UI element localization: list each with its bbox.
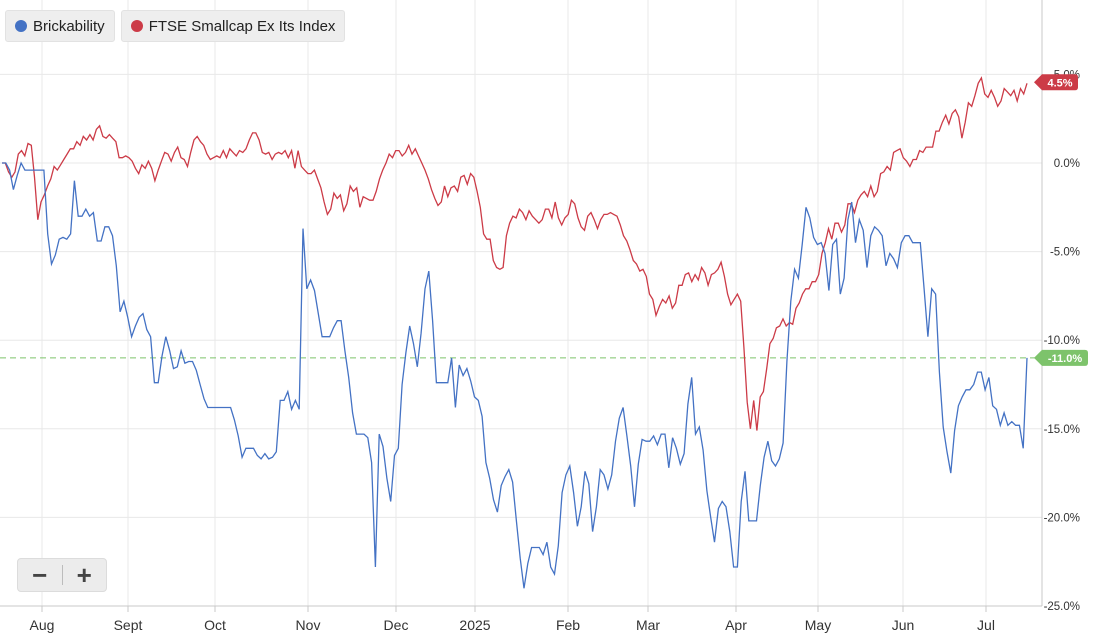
current-value-label-brickability: -11.0%: [1048, 353, 1082, 365]
series-line-ftse-smallcap: [2, 76, 1028, 431]
x-tick-label: Oct: [204, 617, 226, 633]
zoom-in-button[interactable]: +: [76, 560, 92, 590]
y-tick-label: -25.0%: [1044, 601, 1080, 613]
x-tick-label: Feb: [556, 617, 580, 633]
current-value-flag-ftse: 4.5%: [1034, 74, 1078, 91]
legend-item-brickability[interactable]: Brickability: [5, 10, 115, 42]
x-tick-label: 2025: [459, 617, 490, 633]
y-axis-ticks: 5.0%0.0%-5.0%-10.0%-15.0%-20.0%-25.0%: [1044, 69, 1080, 613]
x-tick-label: Dec: [384, 617, 409, 633]
current-value-label-ftse: 4.5%: [1047, 77, 1072, 89]
series-dot-icon: [15, 20, 27, 32]
x-tick-label: Jun: [892, 617, 915, 633]
zoom-divider: [61, 565, 63, 585]
legend-item-ftse[interactable]: FTSE Smallcap Ex Its Index: [120, 10, 346, 42]
current-value-flag-brickability: -11.0%: [1034, 349, 1088, 366]
x-axis-ticks: Aug Sept Oct Nov Dec 2025 Feb Mar Apr May Jun Jul: [30, 606, 995, 633]
y-tick-label: -5.0%: [1050, 247, 1080, 259]
x-tick-label: Jul: [977, 617, 995, 633]
grid: [0, 0, 1042, 606]
series-dot-icon: [130, 20, 143, 32]
y-tick-label: -10.0%: [1044, 335, 1080, 347]
y-tick-label: -15.0%: [1044, 424, 1080, 436]
legend-label-ftse: FTSE Smallcap Ex Its Index: [148, 17, 336, 35]
x-tick-label: Sept: [114, 617, 143, 633]
x-tick-label: Nov: [296, 617, 321, 633]
zoom-control: − +: [17, 558, 107, 592]
legend-label-brickability: Brickability: [33, 17, 105, 35]
y-tick-label: -20.0%: [1044, 512, 1080, 524]
zoom-out-button[interactable]: −: [32, 560, 48, 590]
series-line-brickability: [2, 161, 1028, 589]
x-tick-label: Mar: [636, 617, 660, 633]
y-tick-label: 0.0%: [1054, 158, 1080, 170]
x-tick-label: May: [805, 617, 831, 633]
x-tick-label: Aug: [30, 617, 55, 633]
x-tick-label: Apr: [725, 617, 747, 633]
legend: Brickability FTSE Smallcap Ex Its Index: [5, 10, 346, 42]
